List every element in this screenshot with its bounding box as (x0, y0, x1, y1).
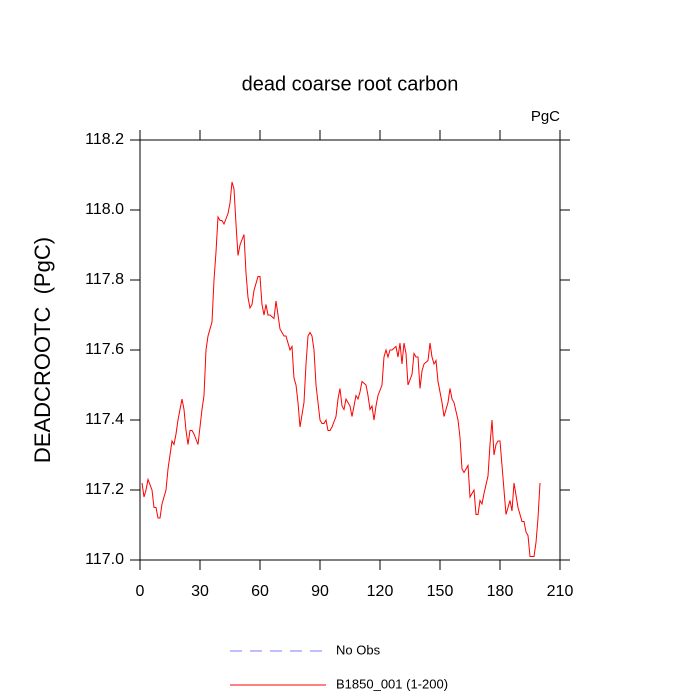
y-tick-label: 117.8 (85, 271, 124, 288)
y-tick-label: 118.2 (85, 131, 124, 148)
x-tick-label: 180 (487, 583, 514, 600)
y-tick-label: 117.4 (85, 411, 124, 428)
chart-title: dead coarse root carbon (242, 73, 459, 95)
x-tick-label: 120 (367, 583, 394, 600)
legend-label: No Obs (336, 642, 381, 657)
y-tick-label: 117.2 (85, 481, 124, 498)
x-tick-label: 150 (427, 583, 454, 600)
y-tick-label: 118.0 (85, 201, 124, 218)
units-label: PgC (531, 108, 560, 125)
plot-frame (139, 139, 561, 561)
x-tick-label: 210 (547, 583, 574, 600)
y-tick-label: 117.6 (85, 341, 124, 358)
x-tick-label: 90 (311, 583, 329, 600)
y-axis-label: DEADCROOTC (PgC) (30, 237, 55, 463)
x-tick-label: 30 (191, 583, 209, 600)
x-tick-label: 60 (251, 583, 269, 600)
x-tick-label: 0 (136, 583, 145, 600)
data-line (141, 181, 541, 557)
legend-label: B1850_001 (1-200) (336, 676, 448, 691)
y-tick-label: 117.0 (85, 551, 124, 568)
